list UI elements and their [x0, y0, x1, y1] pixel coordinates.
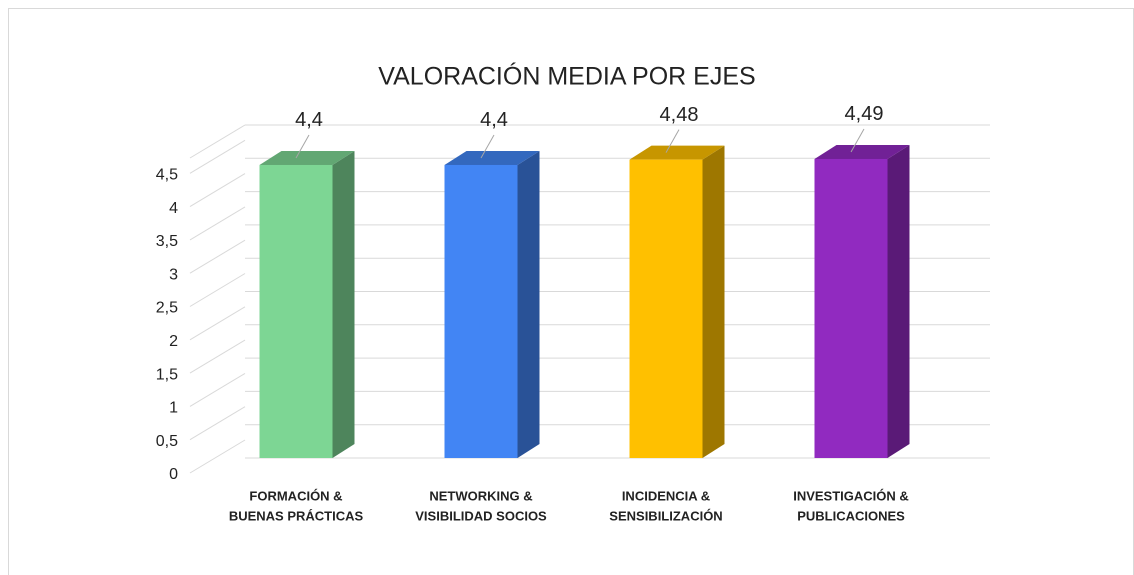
y-tick-label: 4,5 — [156, 167, 178, 184]
y-tick-label: 4 — [169, 200, 178, 217]
bar-top — [259, 150, 355, 165]
grid-line — [189, 439, 246, 474]
bar — [629, 159, 703, 458]
grid-line — [189, 339, 246, 374]
bar-side — [517, 150, 540, 458]
y-tick-label: 0,5 — [156, 433, 178, 450]
bar-top — [814, 144, 910, 159]
bar-side — [702, 145, 725, 458]
bar-top — [444, 150, 540, 165]
x-tick-label: FORMACIÓN & — [249, 488, 342, 503]
grid-line — [189, 306, 246, 341]
grid-line — [189, 139, 246, 174]
x-tick-label: BUENAS PRÁCTICAS — [229, 508, 364, 523]
grid-line — [189, 273, 246, 307]
leader-line — [295, 134, 310, 159]
y-tick-label: 3 — [169, 266, 178, 283]
bar — [259, 164, 333, 458]
y-tick-label: 1,5 — [156, 366, 178, 383]
bar-side — [887, 144, 910, 458]
grid-line — [189, 372, 246, 407]
leader-line — [850, 128, 865, 153]
grid-line — [189, 239, 246, 274]
x-tick-label: PUBLICACIONES — [797, 508, 905, 523]
bar — [814, 158, 888, 458]
value-label: 4,49 — [845, 103, 884, 125]
x-tick-label: INVESTIGACIÓN & — [793, 488, 909, 503]
x-tick-label: NETWORKING & — [429, 488, 532, 503]
value-label: 4,4 — [295, 109, 323, 131]
y-tick-label: 2,5 — [156, 300, 178, 317]
value-label: 4,48 — [660, 104, 699, 126]
x-tick-label: VISIBILIDAD SOCIOS — [415, 508, 547, 523]
y-tick-label: 1 — [169, 400, 178, 417]
grid-line — [189, 173, 246, 208]
bar-side — [332, 150, 355, 458]
x-tick-label: SENSIBILIZACIÓN — [609, 508, 722, 523]
y-tick-label: 2 — [169, 333, 178, 350]
grid-line — [189, 206, 246, 241]
leader-line — [665, 129, 680, 153]
bar-top — [629, 145, 725, 160]
x-tick-label: INCIDENCIA & — [622, 488, 710, 503]
value-label: 4,4 — [480, 109, 508, 131]
y-tick-label: 3,5 — [156, 233, 178, 250]
chart-title: VALORACIÓN MEDIA POR EJES — [378, 62, 755, 91]
bar — [444, 164, 518, 458]
grid-line — [189, 406, 246, 441]
leader-line — [480, 134, 495, 159]
y-tick-label: 0 — [169, 466, 178, 483]
grid-line — [189, 124, 246, 159]
